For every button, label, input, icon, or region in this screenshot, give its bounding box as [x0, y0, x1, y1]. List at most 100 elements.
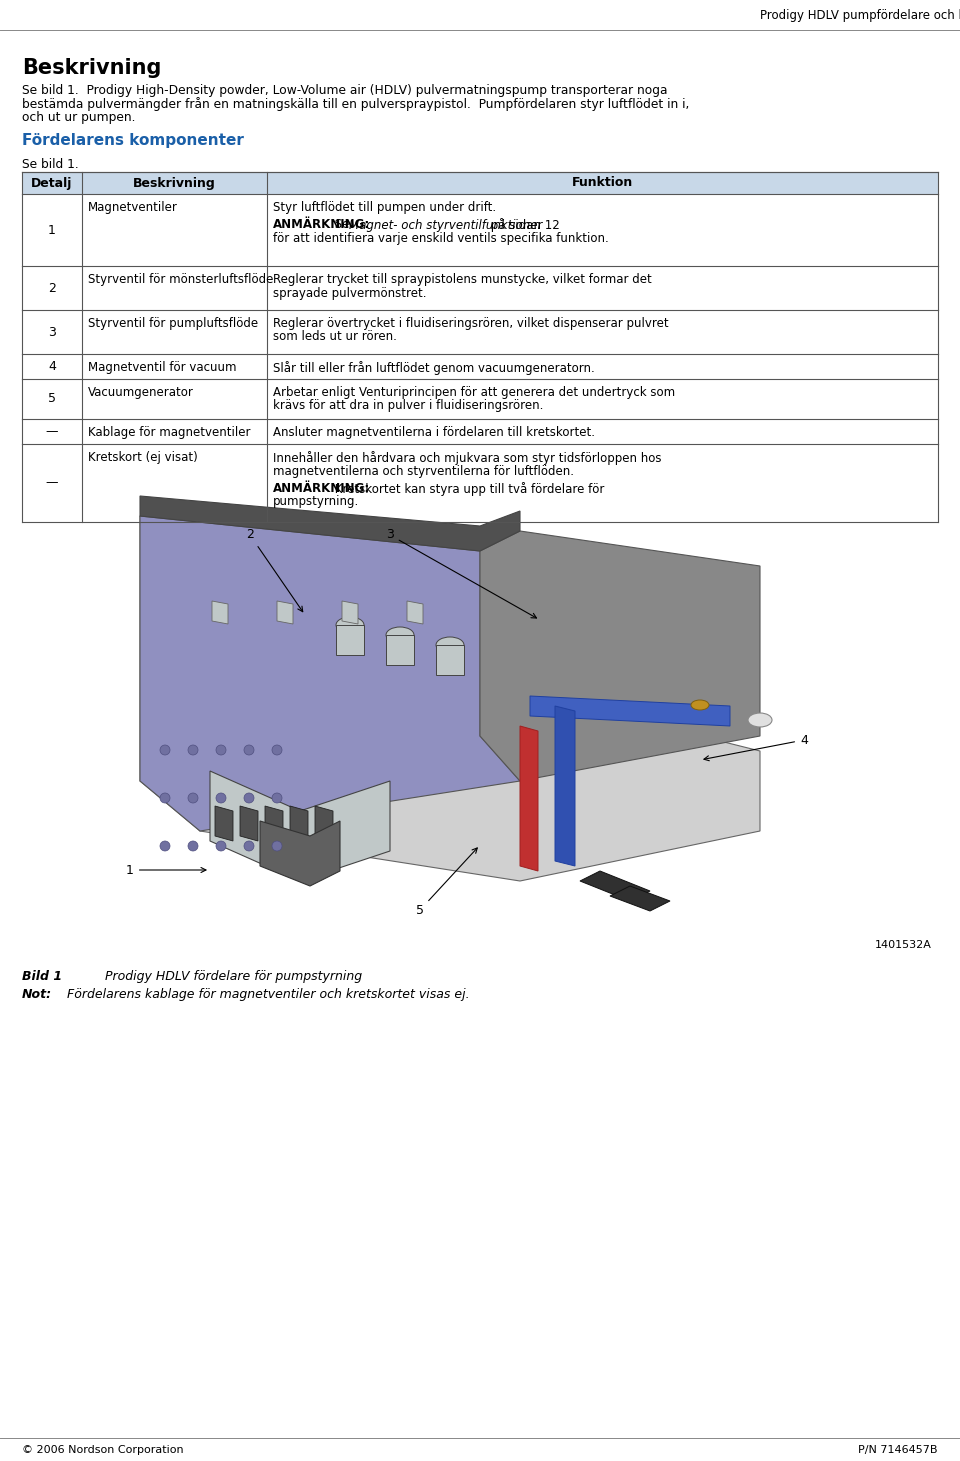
Bar: [22, 444, 938, 522]
Polygon shape: [277, 600, 293, 624]
Text: —: —: [46, 425, 59, 438]
Text: krävs för att dra in pulver i fluidiseringsrören.: krävs för att dra in pulver i fluidiseri…: [273, 399, 543, 412]
Bar: [22, 419, 938, 444]
Polygon shape: [342, 600, 358, 624]
Text: Reglerar övertrycket i fluidiseringsrören, vilket dispenserar pulvret: Reglerar övertrycket i fluidiseringsröre…: [273, 317, 668, 330]
Text: Kretskortet kan styra upp till två fördelare för: Kretskortet kan styra upp till två förde…: [331, 482, 605, 495]
Text: Not:: Not:: [22, 988, 52, 1001]
Text: Ansluter magnetventilerna i fördelaren till kretskortet.: Ansluter magnetventilerna i fördelaren t…: [273, 427, 595, 438]
Bar: [22, 194, 938, 266]
Text: pumpstyrning.: pumpstyrning.: [273, 495, 359, 508]
Text: Styrventil för mönsterluftsflöde: Styrventil för mönsterluftsflöde: [88, 273, 274, 286]
Polygon shape: [260, 821, 340, 885]
Bar: [436, 644, 464, 675]
Text: 2: 2: [246, 529, 302, 612]
Polygon shape: [530, 695, 730, 726]
Text: och ut ur pumpen.: och ut ur pumpen.: [22, 111, 135, 124]
Text: Detalj: Detalj: [32, 177, 73, 190]
Text: 5: 5: [416, 847, 477, 916]
Circle shape: [244, 745, 254, 755]
Text: Funktion: Funktion: [572, 177, 634, 190]
Bar: [22, 310, 938, 354]
Bar: [22, 354, 938, 378]
Polygon shape: [240, 806, 258, 842]
Polygon shape: [610, 885, 670, 912]
Text: Slår till eller från luftflödet genom vacuumgeneratorn.: Slår till eller från luftflödet genom va…: [273, 361, 595, 375]
Text: sprayade pulvermönstret.: sprayade pulvermönstret.: [273, 286, 426, 300]
Text: 2: 2: [48, 282, 56, 295]
Text: Styrventil för pumpluftsflöde: Styrventil för pumpluftsflöde: [88, 317, 258, 330]
Text: som leds ut ur rören.: som leds ut ur rören.: [273, 330, 396, 343]
Text: Se: Se: [331, 219, 353, 231]
Text: 1401532A: 1401532A: [876, 939, 932, 950]
Polygon shape: [315, 806, 333, 842]
Text: Se bild 1.: Se bild 1.: [22, 158, 79, 171]
Ellipse shape: [691, 700, 709, 710]
Text: 4: 4: [48, 359, 56, 373]
Text: Styr luftflödet till pumpen under drift.: Styr luftflödet till pumpen under drift.: [273, 202, 496, 213]
Bar: [22, 172, 938, 194]
Ellipse shape: [386, 627, 414, 643]
Text: Arbetar enligt Venturiprincipen för att generera det undertryck som: Arbetar enligt Venturiprincipen för att …: [273, 386, 675, 399]
Text: Reglerar trycket till spraypistolens munstycke, vilket formar det: Reglerar trycket till spraypistolens mun…: [273, 273, 652, 286]
Circle shape: [160, 745, 170, 755]
Text: Fördelarens kablage för magnetventiler och kretskortet visas ej.: Fördelarens kablage för magnetventiler o…: [67, 988, 469, 1001]
Text: ANMÄRKNING:: ANMÄRKNING:: [273, 482, 371, 495]
Text: för att identifiera varje enskild ventils specifika funktion.: för att identifiera varje enskild ventil…: [273, 232, 609, 245]
Text: —: —: [46, 476, 59, 489]
Circle shape: [160, 842, 170, 850]
Circle shape: [272, 745, 282, 755]
Circle shape: [244, 842, 254, 850]
Text: Innehåller den hårdvara och mjukvara som styr tidsförloppen hos: Innehåller den hårdvara och mjukvara som…: [273, 451, 661, 465]
Ellipse shape: [336, 617, 364, 633]
Bar: [22, 266, 938, 310]
Polygon shape: [580, 871, 650, 901]
Text: Magnetventil för vacuum: Magnetventil för vacuum: [88, 361, 236, 374]
Text: Magnet- och styrventilfunktioner: Magnet- och styrventilfunktioner: [349, 219, 542, 231]
Bar: [22, 378, 938, 419]
Polygon shape: [407, 600, 423, 624]
Text: P/N 7146457B: P/N 7146457B: [858, 1445, 938, 1455]
Circle shape: [244, 793, 254, 804]
Text: bestämda pulvermängder från en matningskälla till en pulverspraypistol.  Pumpför: bestämda pulvermängder från en matningsk…: [22, 98, 689, 111]
Text: Bild 1: Bild 1: [22, 970, 62, 983]
Text: Prodigy HDLV pumpfördelare och kretskort    3: Prodigy HDLV pumpfördelare och kretskort…: [760, 10, 960, 22]
Circle shape: [216, 842, 226, 850]
Ellipse shape: [748, 713, 772, 728]
Bar: [386, 636, 414, 665]
Circle shape: [188, 745, 198, 755]
Circle shape: [216, 745, 226, 755]
Text: Fördelarens komponenter: Fördelarens komponenter: [22, 133, 244, 148]
Text: 5: 5: [48, 393, 56, 406]
Text: Beskrivning: Beskrivning: [22, 58, 161, 77]
Text: 3: 3: [386, 529, 537, 618]
Polygon shape: [555, 706, 575, 866]
Text: 3: 3: [48, 326, 56, 339]
Polygon shape: [140, 516, 520, 831]
Text: © 2006 Nordson Corporation: © 2006 Nordson Corporation: [22, 1445, 183, 1455]
Polygon shape: [140, 495, 520, 551]
Text: Kablage för magnetventiler: Kablage för magnetventiler: [88, 427, 251, 438]
Bar: [336, 625, 364, 655]
Polygon shape: [140, 516, 200, 831]
Text: 1: 1: [48, 224, 56, 237]
Text: magnetventilerna och styrventilerna för luftflöden.: magnetventilerna och styrventilerna för …: [273, 465, 574, 478]
Text: Prodigy HDLV fördelare för pumpstyrning: Prodigy HDLV fördelare för pumpstyrning: [105, 970, 362, 983]
Polygon shape: [200, 691, 760, 881]
Text: Beskrivning: Beskrivning: [133, 177, 216, 190]
Polygon shape: [215, 806, 233, 842]
Text: Vacuumgenerator: Vacuumgenerator: [88, 386, 194, 399]
Text: ANMÄRKNING:: ANMÄRKNING:: [273, 219, 371, 231]
Polygon shape: [480, 530, 760, 782]
Circle shape: [272, 842, 282, 850]
Polygon shape: [210, 771, 390, 881]
Text: 4: 4: [704, 733, 808, 761]
Text: på sidan 12: på sidan 12: [487, 219, 560, 232]
Polygon shape: [212, 600, 228, 624]
Polygon shape: [265, 806, 283, 842]
Text: 1: 1: [126, 863, 206, 877]
Circle shape: [188, 793, 198, 804]
Ellipse shape: [436, 637, 464, 653]
Circle shape: [272, 793, 282, 804]
Polygon shape: [290, 806, 308, 842]
